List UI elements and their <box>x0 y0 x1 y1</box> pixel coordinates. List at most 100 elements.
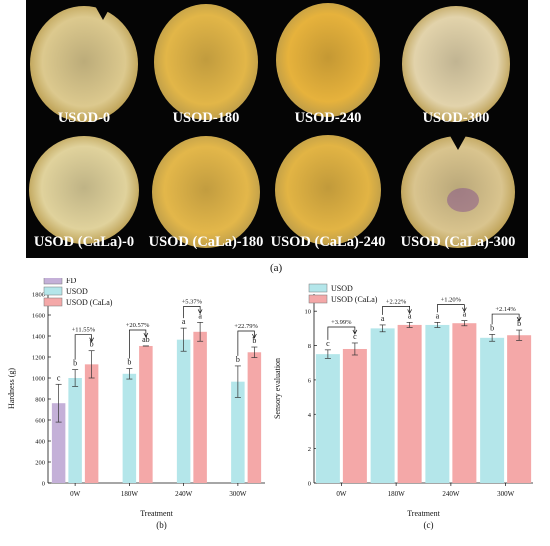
x-axis-label: Treatment <box>407 509 440 518</box>
legend-label: FD <box>66 278 76 285</box>
y-tick-label: 6 <box>308 377 312 384</box>
sample-label: USOD (CaLa)-300 <box>400 234 516 250</box>
percent-bracket <box>183 306 201 319</box>
bracket-arrow <box>516 316 522 322</box>
bar <box>452 323 477 483</box>
y-axis-label: Sensory evaluation <box>273 358 282 419</box>
panel-letter-a: (a) <box>270 262 283 274</box>
bar <box>176 339 191 483</box>
significance-letter: ab <box>142 335 150 344</box>
significance-letter: a <box>182 317 186 326</box>
sample-label: USOD-0 <box>57 110 111 126</box>
x-tick-label: 180W <box>388 490 406 498</box>
sample-slice-image <box>275 135 381 245</box>
significance-letter: c <box>57 373 61 382</box>
bar <box>370 328 395 483</box>
y-tick-label: 10 <box>305 309 312 316</box>
y-axis-label: Hardness (g) <box>7 368 16 409</box>
hardness-chart: 0 200 400 600 800 1000 1200 1400 1600 1800 0W 180W 2… <box>7 278 265 530</box>
bar <box>122 373 137 483</box>
y-tick-label: 2 <box>308 446 311 453</box>
bracket-arrow <box>462 307 467 313</box>
sensory-chart: 0 2 4 6 8 10 0W 180W 240W 300W Treatment Sensory ev… <box>273 283 533 530</box>
legend-swatch <box>43 297 63 307</box>
sample-slice-image <box>276 3 380 117</box>
bar <box>139 345 153 483</box>
significance-letter: a <box>436 311 440 320</box>
x-tick-label: 240W <box>442 490 460 498</box>
significance-letter: b <box>127 358 131 367</box>
y-tick-label: 1400 <box>32 334 45 341</box>
y-tick-label: 1000 <box>32 376 45 383</box>
x-tick-label: 300W <box>229 490 247 498</box>
x-tick-label: 180W <box>121 490 139 498</box>
sample-photo-panel: USOD-0 USOD-180 USOD-240 USOD-300 USOD (… <box>26 0 528 258</box>
bar <box>231 381 245 483</box>
legend-label: USOD <box>331 284 353 293</box>
bracket-arrow <box>252 333 257 339</box>
sample-label: USOD-300 <box>422 110 490 126</box>
sample-slice-image <box>152 136 260 248</box>
legend-swatch <box>43 278 63 285</box>
sample-slice-image <box>30 4 138 122</box>
legend-label: USOD <box>66 287 88 296</box>
x-tick-label: 0W <box>70 490 81 498</box>
percent-bracket <box>74 334 92 360</box>
bar <box>425 324 450 483</box>
significance-letter: b <box>252 336 256 345</box>
bracket-arrow <box>352 329 358 335</box>
legend-swatch <box>43 286 63 296</box>
legend-swatch <box>308 283 328 293</box>
legend-label: USOD (CaLa) <box>331 295 378 304</box>
bracket-arrow <box>407 309 412 315</box>
bar <box>247 352 262 483</box>
bar <box>193 331 207 483</box>
bar <box>397 324 422 483</box>
bracket-arrow <box>197 309 203 315</box>
sample-slice-image <box>401 134 515 248</box>
significance-letter: b <box>517 319 521 328</box>
percent-bracket <box>327 326 356 340</box>
x-axis-label: Treatment <box>140 509 173 518</box>
y-tick-label: 8 <box>308 343 311 350</box>
percent-change-label: +20.57% <box>126 322 150 329</box>
sample-slice-image <box>402 6 510 122</box>
percent-change-label: +5.37% <box>182 298 203 305</box>
significance-letter: a <box>381 314 385 323</box>
sample-label: USOD-240 <box>294 110 362 126</box>
percent-change-label: +2.22% <box>386 298 407 305</box>
significance-letter: a <box>408 311 412 320</box>
sample-slice-image <box>154 4 258 120</box>
bar <box>507 335 532 483</box>
sample-label: USOD (CaLa)-240 <box>270 234 386 250</box>
percent-change-label: +22.79% <box>234 323 258 330</box>
bar <box>480 337 505 483</box>
bracket-arrow <box>89 337 94 343</box>
y-tick-label: 200 <box>35 460 45 467</box>
bar <box>342 348 367 483</box>
percent-change-label: +1.20% <box>441 297 462 304</box>
y-tick-label: 800 <box>35 397 45 404</box>
bar <box>68 378 82 483</box>
legend-label: USOD (CaLa) <box>66 298 113 307</box>
significance-letter: a <box>463 310 467 319</box>
significance-letter: b <box>90 340 94 349</box>
y-tick-label: 1200 <box>32 355 45 362</box>
significance-letter: b <box>236 355 240 364</box>
y-tick-label: 1600 <box>32 313 45 320</box>
charts-area: 0 200 400 600 800 1000 1200 1400 1600 1800 0W 180W 2… <box>7 278 533 530</box>
y-tick-label: 0 <box>42 481 45 488</box>
y-tick-label: 600 <box>35 418 45 425</box>
bar <box>315 354 340 483</box>
bracket-arrow <box>143 332 149 338</box>
significance-letter: b <box>490 323 494 332</box>
bar <box>84 364 99 483</box>
percent-change-label: +11.55% <box>72 327 96 334</box>
x-tick-label: 0W <box>336 490 347 498</box>
sample-label: USOD-180 <box>172 110 240 126</box>
bar <box>51 403 66 483</box>
percent-change-label: +3.99% <box>331 319 352 326</box>
x-tick-label: 300W <box>497 490 515 498</box>
y-tick-label: 0 <box>308 481 311 488</box>
percent-bracket <box>437 304 465 313</box>
